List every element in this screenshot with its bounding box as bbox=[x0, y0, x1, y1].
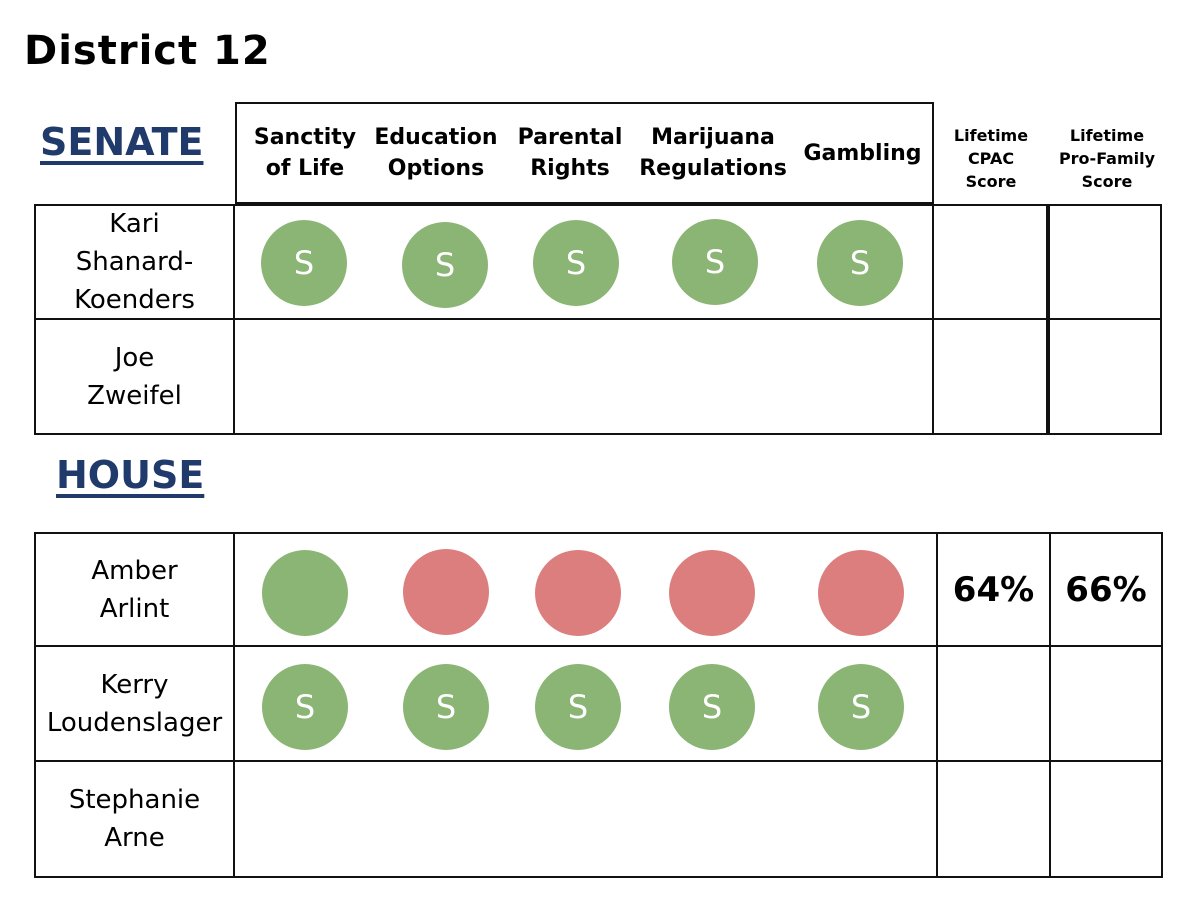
header-sanctity-of-life: Sanctity of Life bbox=[253, 125, 357, 181]
cpac-score bbox=[934, 206, 1046, 318]
page-title: District 12 bbox=[24, 28, 271, 74]
divider bbox=[936, 645, 1163, 647]
rating-oppose-icon bbox=[818, 550, 904, 636]
divider bbox=[34, 645, 938, 647]
rating-support-icon: S bbox=[818, 664, 904, 750]
divider bbox=[34, 760, 938, 762]
divider bbox=[932, 318, 1048, 320]
rating-oppose-icon bbox=[669, 550, 755, 636]
rating-support-icon: S bbox=[403, 664, 489, 750]
rating-support-icon: S bbox=[533, 220, 619, 306]
divider bbox=[233, 532, 235, 878]
senate-heading: SENATE bbox=[40, 120, 204, 164]
header-education-options: Education Options bbox=[374, 125, 498, 181]
header-gambling: Gambling bbox=[803, 140, 922, 166]
candidate-name: Kerry Loudenslager bbox=[46, 669, 223, 738]
house-profamily-column bbox=[1049, 532, 1163, 878]
divider bbox=[1048, 318, 1162, 320]
profamily-score bbox=[1050, 320, 1160, 433]
cpac-score bbox=[934, 320, 1046, 433]
rating-support-icon: S bbox=[535, 664, 621, 750]
cpac-score bbox=[938, 762, 1049, 876]
rating-support-icon: S bbox=[402, 222, 488, 308]
rating-support-icon: S bbox=[261, 220, 347, 306]
candidate-name: Joe Zweifel bbox=[87, 342, 182, 411]
profamily-score bbox=[1051, 762, 1161, 876]
header-parental-rights: Parental Rights bbox=[517, 125, 623, 181]
candidate-name: Stephanie Arne bbox=[68, 785, 201, 853]
profamily-score: 66% bbox=[1065, 569, 1147, 610]
profamily-score bbox=[1051, 647, 1161, 760]
header-lifetime-profamily-score: Lifetime Pro-Family Score bbox=[1058, 125, 1156, 191]
rating-oppose-icon bbox=[403, 549, 489, 635]
rating-support-icon bbox=[262, 550, 348, 636]
rating-oppose-icon bbox=[535, 550, 621, 636]
house-heading: HOUSE bbox=[56, 453, 205, 497]
cpac-score: 64% bbox=[952, 569, 1035, 610]
divider bbox=[34, 318, 934, 320]
candidate-name: Kari Shanard- Koenders bbox=[74, 209, 195, 315]
rating-support-icon: S bbox=[669, 664, 755, 750]
cpac-score bbox=[938, 647, 1049, 760]
rating-support-icon: S bbox=[672, 219, 758, 305]
header-lifetime-cpac-score: Lifetime CPAC Score bbox=[953, 125, 1029, 191]
divider bbox=[936, 760, 1163, 762]
profamily-score bbox=[1050, 206, 1160, 318]
candidate-name: Amber Arlint bbox=[91, 555, 178, 624]
rating-support-icon: S bbox=[817, 220, 903, 306]
issue-header-box bbox=[235, 102, 934, 204]
rating-support-icon: S bbox=[262, 664, 348, 750]
header-marijuana-regulations: Marijuana Regulations bbox=[639, 125, 787, 181]
